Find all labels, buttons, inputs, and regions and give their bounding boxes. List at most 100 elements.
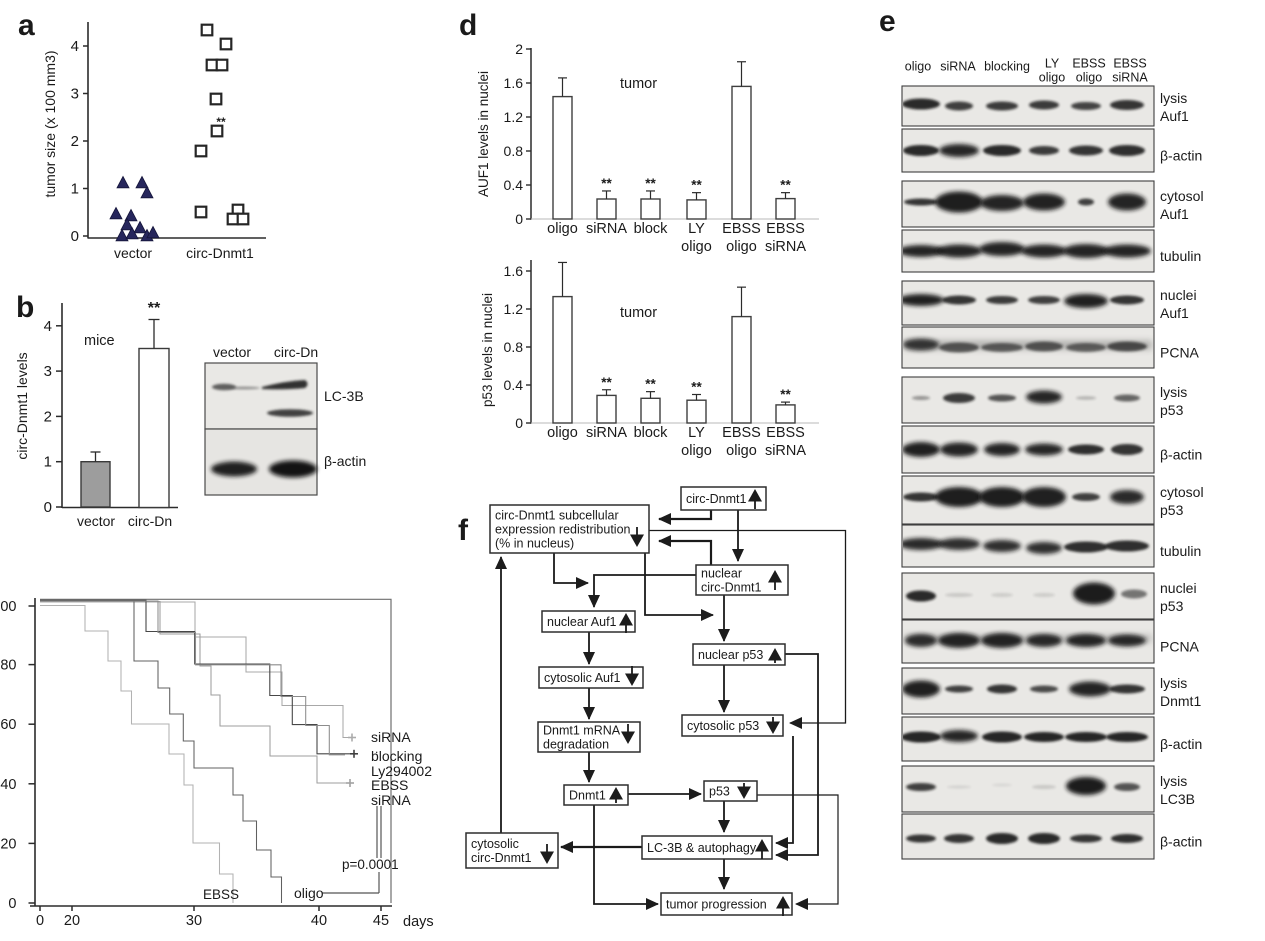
svg-text:EBSS: EBSS <box>722 425 761 441</box>
svg-text:2: 2 <box>71 133 79 150</box>
svg-text:**: ** <box>691 178 702 193</box>
svg-text:4: 4 <box>44 318 52 335</box>
svg-text:30: 30 <box>186 913 202 929</box>
svg-text:.: . <box>375 742 378 756</box>
svg-text:β-actin: β-actin <box>1160 834 1202 850</box>
svg-text:20: 20 <box>0 836 16 852</box>
svg-text:cytosolic p53: cytosolic p53 <box>687 719 759 733</box>
svg-text:p53: p53 <box>1160 502 1184 518</box>
svg-text:nuclei: nuclei <box>1160 580 1197 596</box>
svg-text:20: 20 <box>64 913 80 929</box>
svg-text:siRNA: siRNA <box>765 239 806 255</box>
svg-text:EBSS: EBSS <box>203 887 239 902</box>
svg-text:2: 2 <box>515 41 523 57</box>
svg-text:1.6: 1.6 <box>504 75 524 91</box>
svg-text:oligo: oligo <box>726 443 757 459</box>
svg-text:Auf1: Auf1 <box>1160 108 1189 124</box>
svg-text:circ-Dnmt1: circ-Dnmt1 <box>701 581 761 595</box>
svg-text:1.2: 1.2 <box>504 301 524 317</box>
svg-text:tumor: tumor <box>620 76 657 92</box>
svg-text:Auf1: Auf1 <box>1160 206 1189 222</box>
svg-text:**: ** <box>148 300 161 317</box>
svg-text:β-actin: β-actin <box>1160 447 1202 463</box>
svg-text:d: d <box>459 9 477 42</box>
svg-text:EBSS: EBSS <box>1113 57 1146 71</box>
svg-text:0: 0 <box>515 415 523 431</box>
svg-text:degradation: degradation <box>543 738 609 752</box>
svg-text:cytosol: cytosol <box>1160 484 1204 500</box>
svg-text:oligo: oligo <box>681 443 712 459</box>
svg-text:lysis: lysis <box>1160 384 1187 400</box>
svg-text:LC-3B & autophagy: LC-3B & autophagy <box>647 841 757 855</box>
svg-text:0: 0 <box>44 499 52 516</box>
svg-text:siRNA: siRNA <box>586 425 627 441</box>
svg-text:LC3B: LC3B <box>1160 791 1195 807</box>
svg-text:tumor progression: tumor progression <box>666 898 767 912</box>
svg-text:oligo: oligo <box>294 885 324 901</box>
svg-text:p53 levels in nuclei: p53 levels in nuclei <box>480 293 495 407</box>
svg-text:45: 45 <box>373 913 389 929</box>
svg-text:LY: LY <box>688 425 705 441</box>
svg-text:nuclear: nuclear <box>701 567 742 581</box>
svg-text:EBSS: EBSS <box>766 221 805 237</box>
svg-text:1.6: 1.6 <box>504 263 524 279</box>
svg-text:**: ** <box>691 380 702 395</box>
svg-text:oligo: oligo <box>726 239 757 255</box>
svg-text:tubulin: tubulin <box>1160 543 1201 559</box>
svg-text:1: 1 <box>44 454 52 471</box>
svg-text:blocking: blocking <box>984 60 1030 74</box>
svg-text:p53: p53 <box>709 785 730 799</box>
svg-text:siRNA: siRNA <box>940 60 976 74</box>
svg-text:tubulin: tubulin <box>1160 248 1201 264</box>
svg-text:LY: LY <box>688 221 705 237</box>
svg-text:β-actin: β-actin <box>1160 148 1202 164</box>
svg-text:siRNA: siRNA <box>371 729 411 745</box>
svg-text:Dnmt1 mRNA: Dnmt1 mRNA <box>543 724 621 738</box>
svg-text:block: block <box>634 221 669 237</box>
svg-text:siRNA: siRNA <box>1112 71 1148 85</box>
svg-text:block: block <box>634 425 669 441</box>
svg-text:p53: p53 <box>1160 402 1184 418</box>
svg-text:circ-Dnmt1: circ-Dnmt1 <box>686 492 746 506</box>
svg-text:**: ** <box>780 178 791 193</box>
svg-text:LC-3B: LC-3B <box>324 388 364 404</box>
svg-text:cytosol: cytosol <box>1160 188 1204 204</box>
svg-text:lysis: lysis <box>1160 90 1187 106</box>
svg-text:a: a <box>18 9 35 42</box>
svg-text:Auf1: Auf1 <box>1160 305 1189 321</box>
svg-text:oligo: oligo <box>905 60 931 74</box>
svg-text:tumor: tumor <box>620 305 657 321</box>
svg-text:siRNA: siRNA <box>765 443 806 459</box>
svg-text:60: 60 <box>0 717 16 733</box>
svg-text:e: e <box>879 5 896 38</box>
svg-text:oligo: oligo <box>1039 71 1065 85</box>
svg-text:1.2: 1.2 <box>504 109 524 125</box>
svg-text:0.4: 0.4 <box>504 177 524 193</box>
svg-text:cytosolic Auf1: cytosolic Auf1 <box>544 671 620 685</box>
svg-text:nuclei: nuclei <box>1160 287 1197 303</box>
svg-text:80: 80 <box>0 658 16 674</box>
svg-text:0: 0 <box>515 211 523 227</box>
svg-text:0: 0 <box>71 228 79 245</box>
svg-text:40: 40 <box>311 913 327 929</box>
svg-text:3: 3 <box>44 363 52 380</box>
svg-text:AUF1 levels in nuclei: AUF1 levels in nuclei <box>476 71 491 197</box>
svg-text:EBSS: EBSS <box>722 221 761 237</box>
svg-text:**: ** <box>780 387 791 402</box>
svg-text:**: ** <box>645 176 656 191</box>
svg-text:4: 4 <box>71 38 79 55</box>
svg-text:lysis: lysis <box>1160 675 1187 691</box>
svg-text:vector: vector <box>213 344 251 360</box>
svg-text:β-actin: β-actin <box>324 453 366 469</box>
svg-text:(% in nucleus): (% in nucleus) <box>495 537 574 551</box>
svg-text:oligo: oligo <box>1076 71 1102 85</box>
svg-text:PCNA: PCNA <box>1160 345 1200 361</box>
svg-text:circ-Dn: circ-Dn <box>274 344 318 360</box>
svg-text:circ-Dn: circ-Dn <box>128 513 172 529</box>
svg-text:f: f <box>458 514 469 547</box>
svg-text:circ-Dnmt1: circ-Dnmt1 <box>471 851 531 865</box>
svg-text:0.8: 0.8 <box>504 143 524 159</box>
svg-text:2: 2 <box>44 408 52 425</box>
svg-text:nuclear Auf1: nuclear Auf1 <box>547 615 617 629</box>
svg-text:EBSS: EBSS <box>371 777 408 793</box>
